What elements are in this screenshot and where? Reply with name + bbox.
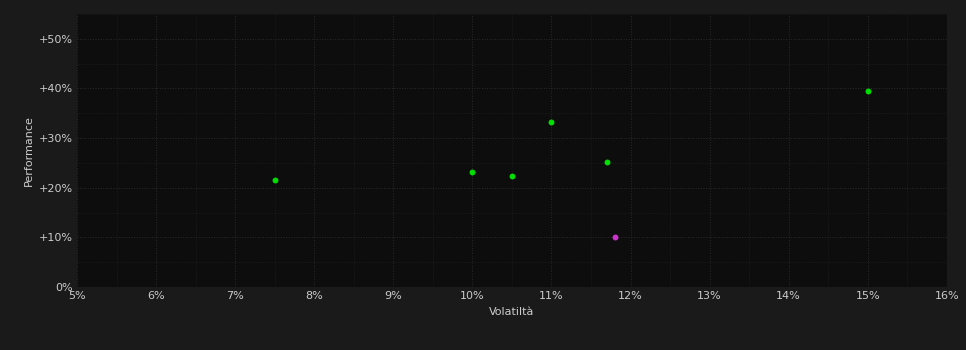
Point [268,177,283,183]
Point [607,234,622,240]
Point [504,173,520,178]
Point [599,159,614,165]
Point [465,169,480,175]
Point [860,88,875,94]
Point [544,119,559,125]
Y-axis label: Performance: Performance [23,115,34,186]
X-axis label: Volatiltà: Volatiltà [490,307,534,317]
